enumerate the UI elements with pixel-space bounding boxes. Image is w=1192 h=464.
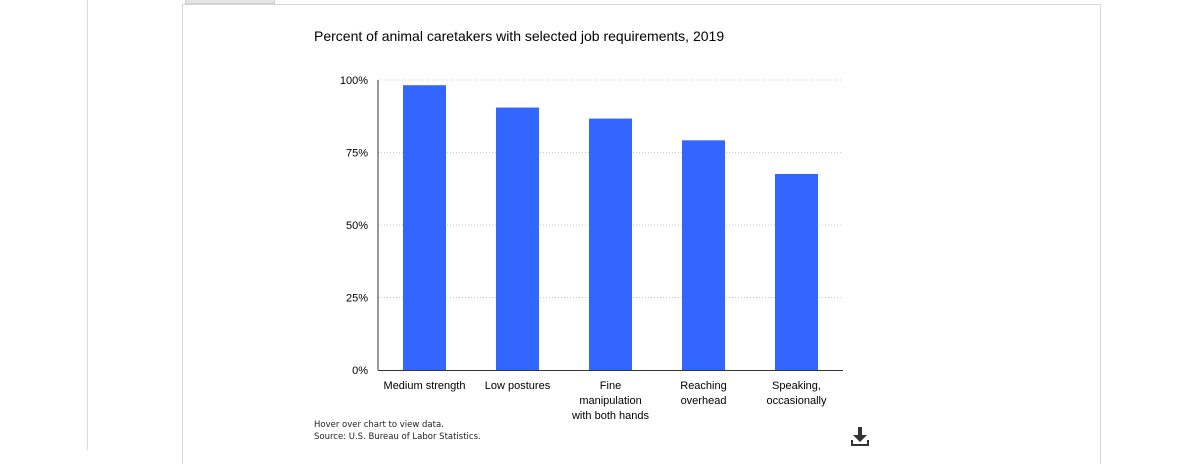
bar[interactable] — [496, 107, 539, 371]
x-tick-label: Fine — [600, 380, 621, 392]
bar[interactable] — [403, 85, 446, 370]
x-tick-label: Reaching — [680, 380, 726, 392]
page-divider — [87, 0, 88, 450]
x-tick-label: with both hands — [571, 410, 650, 422]
y-tick-label: 75% — [346, 148, 368, 160]
source-note: Source: U.S. Bureau of Labor Statistics. — [314, 432, 481, 442]
hover-note: Hover over chart to view data. — [314, 420, 444, 430]
bar-chart[interactable]: 0% 25% 50% 75% 100% Medium strength Low postur… — [0, 0, 1192, 450]
chart-panel — [182, 4, 1101, 464]
bar[interactable] — [682, 140, 725, 370]
y-tick-label: 25% — [346, 293, 368, 305]
x-tick-label: Low postures — [485, 380, 551, 392]
x-tick-label: overhead — [681, 395, 727, 407]
x-tick-label: Speaking, — [772, 380, 821, 392]
download-button[interactable] — [850, 425, 870, 447]
x-tick-label: Medium strength — [384, 380, 466, 392]
download-icon — [851, 427, 869, 446]
y-tick-label: 0% — [352, 365, 368, 377]
y-tick-label: 100% — [340, 75, 368, 87]
bar[interactable] — [589, 118, 632, 370]
x-tick-label: occasionally — [767, 395, 827, 407]
x-tick-label: manipulation — [579, 395, 641, 407]
chart-title: Percent of animal caretakers with select… — [314, 28, 725, 44]
tab-stub — [185, 0, 275, 4]
bar[interactable] — [775, 173, 818, 370]
y-tick-label: 50% — [346, 220, 368, 232]
